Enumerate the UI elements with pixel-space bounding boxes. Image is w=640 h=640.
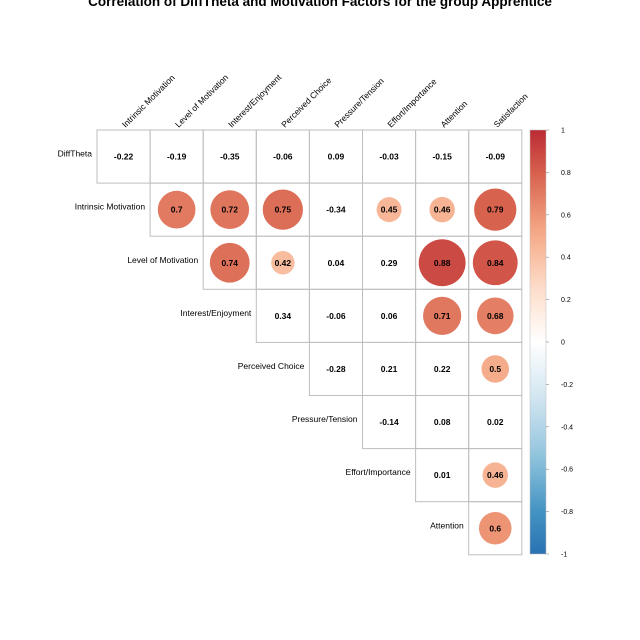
correlation-value: 0.02 <box>487 417 504 427</box>
row-label: Perceived Choice <box>238 361 305 371</box>
colorbar-tick-label: -1 <box>561 552 567 559</box>
correlation-value: -0.06 <box>273 152 293 162</box>
correlation-value: -0.34 <box>326 205 346 215</box>
correlation-circle <box>482 462 508 488</box>
chart-title: Correlation of DiffTheta and Motivation … <box>88 0 552 9</box>
correlation-circle <box>157 190 196 229</box>
correlation-value: 0.68 <box>487 311 504 321</box>
colorbar-tick-label: -0.2 <box>561 382 573 389</box>
correlation-value: 0.01 <box>434 470 451 480</box>
colorbar-tick-label: 0.8 <box>561 170 571 177</box>
correlation-value: -0.35 <box>220 152 240 162</box>
column-label: Interest/Enjoyment <box>226 72 284 130</box>
correlation-value: 0.22 <box>434 364 451 374</box>
row-label: Intrinsic Motivation <box>75 202 146 212</box>
correlation-circle <box>210 190 250 230</box>
column-label: Level of Motivation <box>173 72 230 129</box>
correlation-value: 0.09 <box>328 152 345 162</box>
correlation-circle <box>481 355 509 383</box>
correlation-value: 0.84 <box>487 258 504 268</box>
correlation-value: -0.22 <box>114 152 134 162</box>
correlation-circle <box>376 197 402 223</box>
correlation-value: 0.46 <box>434 205 451 215</box>
correlation-value: 0.46 <box>487 470 504 480</box>
correlation-circle <box>472 240 518 286</box>
color-legend: 1 0.8 0.6 0.4 0.2 0 -0.2 -0.4 -0.6 -0.8 -1 <box>529 128 573 559</box>
colorbar-tick-label: -0.4 <box>561 424 573 431</box>
column-label: Attention <box>438 98 469 129</box>
correlation-value: 0.08 <box>434 417 451 427</box>
column-label: Perceived Choice <box>279 75 333 129</box>
correlation-value: 0.04 <box>328 258 345 268</box>
colorbar-tick-label: 0 <box>561 340 565 347</box>
column-label: Intrinsic Motivation <box>120 72 177 129</box>
correlation-value: 0.29 <box>381 258 398 268</box>
colorbar-tick-label: -0.8 <box>561 509 573 516</box>
correlation-value: -0.09 <box>486 152 506 162</box>
correlation-value: -0.28 <box>326 364 346 374</box>
column-label: Satisfaction <box>492 91 530 129</box>
row-label: Level of Motivation <box>127 255 198 265</box>
correlation-value: 0.21 <box>381 364 398 374</box>
correlation-value: 0.5 <box>489 364 501 374</box>
correlation-circle <box>271 251 295 275</box>
correlation-value: 0.74 <box>221 258 238 268</box>
correlation-value: -0.19 <box>167 152 187 162</box>
correlation-value: 0.88 <box>434 258 451 268</box>
correlation-value: 0.72 <box>221 205 238 215</box>
correlation-value: 0.06 <box>381 311 398 321</box>
colorbar-tick-label: -0.6 <box>561 467 573 474</box>
correlation-value: 0.6 <box>489 523 501 533</box>
correlation-value: 0.42 <box>275 258 292 268</box>
row-label: Interest/Enjoyment <box>180 308 252 318</box>
correlation-value: 0.79 <box>487 205 504 215</box>
colorbar-tick-label: 0.6 <box>561 212 571 219</box>
correlation-value: 0.45 <box>381 205 398 215</box>
row-label: Effort/Importance <box>346 467 411 477</box>
correlation-circle <box>478 511 512 545</box>
colorbar-tick-label: 0.2 <box>561 297 571 304</box>
correlation-circle <box>209 242 250 283</box>
colorbar-tick-label: 0.4 <box>561 255 571 262</box>
grid-cell <box>468 501 523 556</box>
column-label: Pressure/Tension <box>332 76 386 130</box>
correlation-circle <box>429 196 455 223</box>
column-label: Effort/Importance <box>385 76 438 129</box>
correlation-circle <box>262 189 303 230</box>
correlation-value: 0.75 <box>275 205 292 215</box>
correlation-circle <box>476 297 514 335</box>
correlation-value: -0.15 <box>432 152 452 162</box>
colorbar-tick-label: 1 <box>561 128 565 135</box>
correlation-value: 0.71 <box>434 311 451 321</box>
correlation-value: -0.06 <box>326 311 346 321</box>
correlation-value: 0.7 <box>171 205 183 215</box>
correlation-circle <box>423 296 462 335</box>
colorbar <box>529 129 547 555</box>
correlation-circle <box>418 239 466 287</box>
correlation-value: 0.34 <box>275 311 292 321</box>
row-label: Attention <box>430 520 464 530</box>
correlation-value: -0.14 <box>379 417 399 427</box>
correlation-circle <box>474 188 517 231</box>
correlation-value: -0.03 <box>379 152 399 162</box>
row-label: Pressure/Tension <box>292 414 358 424</box>
row-label: DiffTheta <box>58 149 93 159</box>
